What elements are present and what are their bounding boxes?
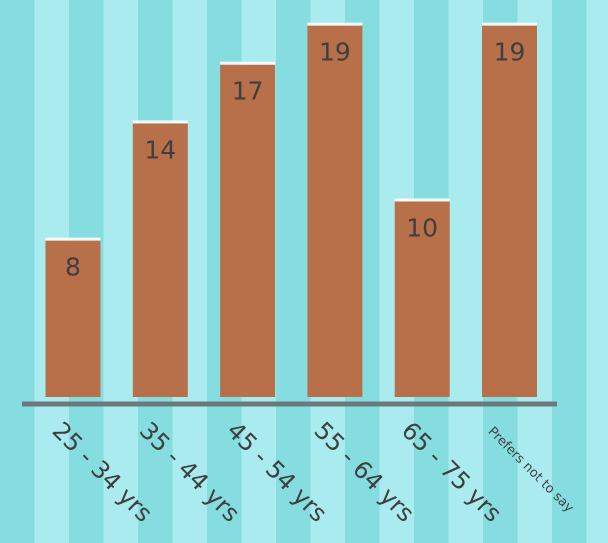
bar bbox=[394, 201, 450, 397]
background-stripe bbox=[586, 0, 608, 543]
bar-top-highlight bbox=[220, 61, 276, 65]
background-stripe bbox=[103, 0, 139, 543]
bar bbox=[45, 240, 101, 397]
background-stripe bbox=[552, 0, 587, 543]
bar-value-label: 14 bbox=[144, 135, 176, 164]
bar-value-label: 17 bbox=[232, 77, 264, 106]
bar-value-label: 8 bbox=[65, 253, 81, 282]
bar-value-label: 19 bbox=[319, 38, 351, 67]
background-stripe bbox=[0, 0, 35, 543]
background-stripe bbox=[276, 0, 311, 543]
bar-top-highlight bbox=[394, 198, 450, 202]
bar bbox=[482, 25, 537, 397]
bars-group: 8 14 17 19 10 19 bbox=[45, 22, 537, 398]
background-stripe bbox=[448, 0, 484, 543]
bar bbox=[307, 25, 363, 397]
bar bbox=[132, 123, 188, 398]
bar-value-label: 10 bbox=[406, 214, 438, 243]
bar bbox=[220, 64, 276, 397]
bar-top-highlight bbox=[45, 237, 101, 241]
bar-top-highlight bbox=[482, 22, 537, 26]
bar-value-label: 19 bbox=[494, 38, 526, 67]
bar-top-highlight bbox=[132, 120, 188, 124]
bar-top-highlight bbox=[307, 22, 363, 26]
